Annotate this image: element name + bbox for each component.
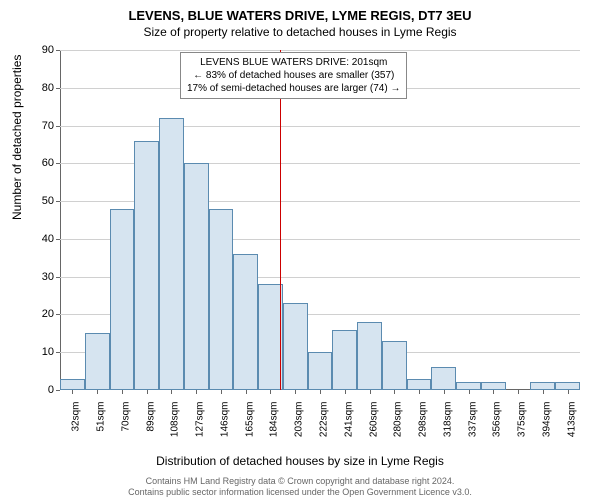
ytick-mark: [56, 239, 60, 240]
xtick-label: 222sqm: [319, 402, 330, 452]
xtick-mark: [518, 390, 519, 394]
xtick-label: 203sqm: [294, 402, 305, 452]
ytick-label: 40: [24, 233, 54, 245]
xtick-label: 108sqm: [170, 402, 181, 452]
xtick-mark: [246, 390, 247, 394]
xtick-mark: [171, 390, 172, 394]
xtick-mark: [320, 390, 321, 394]
xtick-mark: [122, 390, 123, 394]
histogram-bar: [308, 352, 333, 390]
ytick-label: 60: [24, 157, 54, 169]
ytick-label: 10: [24, 346, 54, 358]
y-axis-label: Number of detached properties: [10, 55, 24, 220]
gridline: [60, 50, 580, 51]
annotation-box: LEVENS BLUE WATERS DRIVE: 201sqm← 83% of…: [180, 52, 407, 99]
xtick-mark: [147, 390, 148, 394]
ytick-label: 90: [24, 44, 54, 56]
ytick-mark: [56, 201, 60, 202]
xtick-label: 318sqm: [442, 402, 453, 452]
annotation-line-1: LEVENS BLUE WATERS DRIVE: 201sqm: [187, 56, 400, 69]
ytick-label: 70: [24, 120, 54, 132]
xtick-label: 51sqm: [96, 402, 107, 452]
xtick-mark: [221, 390, 222, 394]
annotation-line-2: ← 83% of detached houses are smaller (35…: [187, 69, 400, 82]
xtick-label: 89sqm: [145, 402, 156, 452]
xtick-label: 127sqm: [195, 402, 206, 452]
xtick-mark: [493, 390, 494, 394]
ytick-mark: [56, 50, 60, 51]
marker-line: [280, 50, 281, 390]
chart-area: 010203040506070809032sqm51sqm70sqm89sqm1…: [60, 50, 580, 420]
xtick-mark: [543, 390, 544, 394]
xtick-label: 298sqm: [418, 402, 429, 452]
histogram-bar: [184, 163, 209, 390]
histogram-bar: [134, 141, 159, 390]
histogram-bar: [85, 333, 110, 390]
footer-line-1: Contains HM Land Registry data © Crown c…: [0, 476, 600, 487]
ytick-label: 50: [24, 195, 54, 207]
xtick-mark: [469, 390, 470, 394]
xtick-label: 280sqm: [393, 402, 404, 452]
histogram-bar: [110, 209, 135, 390]
histogram-bar: [357, 322, 382, 390]
ytick-mark: [56, 352, 60, 353]
ytick-mark: [56, 277, 60, 278]
histogram-bar: [159, 118, 184, 390]
histogram-bar: [332, 330, 357, 390]
ytick-label: 80: [24, 82, 54, 94]
attribution-footer: Contains HM Land Registry data © Crown c…: [0, 476, 600, 498]
chart-title-main: LEVENS, BLUE WATERS DRIVE, LYME REGIS, D…: [0, 0, 600, 23]
xtick-label: 356sqm: [492, 402, 503, 452]
xtick-label: 337sqm: [467, 402, 478, 452]
xtick-mark: [295, 390, 296, 394]
xtick-mark: [270, 390, 271, 394]
xtick-label: 32sqm: [71, 402, 82, 452]
histogram-bar: [60, 379, 85, 390]
ytick-label: 20: [24, 308, 54, 320]
xtick-mark: [370, 390, 371, 394]
ytick-mark: [56, 163, 60, 164]
chart-title-sub: Size of property relative to detached ho…: [0, 23, 600, 39]
plot-region: 010203040506070809032sqm51sqm70sqm89sqm1…: [60, 50, 580, 390]
xtick-label: 394sqm: [541, 402, 552, 452]
ytick-mark: [56, 314, 60, 315]
xtick-mark: [444, 390, 445, 394]
histogram-bar: [456, 382, 481, 390]
histogram-bar: [481, 382, 506, 390]
xtick-label: 375sqm: [517, 402, 528, 452]
histogram-bar: [382, 341, 407, 390]
ytick-mark: [56, 88, 60, 89]
ytick-mark: [56, 126, 60, 127]
histogram-bar: [530, 382, 555, 390]
histogram-bar: [407, 379, 432, 390]
xtick-mark: [97, 390, 98, 394]
x-axis-label: Distribution of detached houses by size …: [0, 454, 600, 468]
histogram-bar: [233, 254, 258, 390]
histogram-bar: [431, 367, 456, 390]
xtick-mark: [394, 390, 395, 394]
histogram-bar: [209, 209, 234, 390]
xtick-mark: [419, 390, 420, 394]
ytick-label: 0: [24, 384, 54, 396]
xtick-label: 70sqm: [120, 402, 131, 452]
xtick-label: 184sqm: [269, 402, 280, 452]
xtick-mark: [72, 390, 73, 394]
histogram-bar: [283, 303, 308, 390]
footer-line-2: Contains public sector information licen…: [0, 487, 600, 498]
ytick-mark: [56, 390, 60, 391]
annotation-line-3: 17% of semi-detached houses are larger (…: [187, 82, 400, 95]
xtick-label: 146sqm: [219, 402, 230, 452]
xtick-mark: [345, 390, 346, 394]
xtick-label: 260sqm: [368, 402, 379, 452]
y-axis-line: [60, 50, 61, 390]
xtick-mark: [568, 390, 569, 394]
xtick-label: 413sqm: [566, 402, 577, 452]
xtick-label: 241sqm: [343, 402, 354, 452]
xtick-mark: [196, 390, 197, 394]
histogram-bar: [258, 284, 283, 390]
histogram-bar: [555, 382, 580, 390]
xtick-label: 165sqm: [244, 402, 255, 452]
gridline: [60, 126, 580, 127]
ytick-label: 30: [24, 271, 54, 283]
